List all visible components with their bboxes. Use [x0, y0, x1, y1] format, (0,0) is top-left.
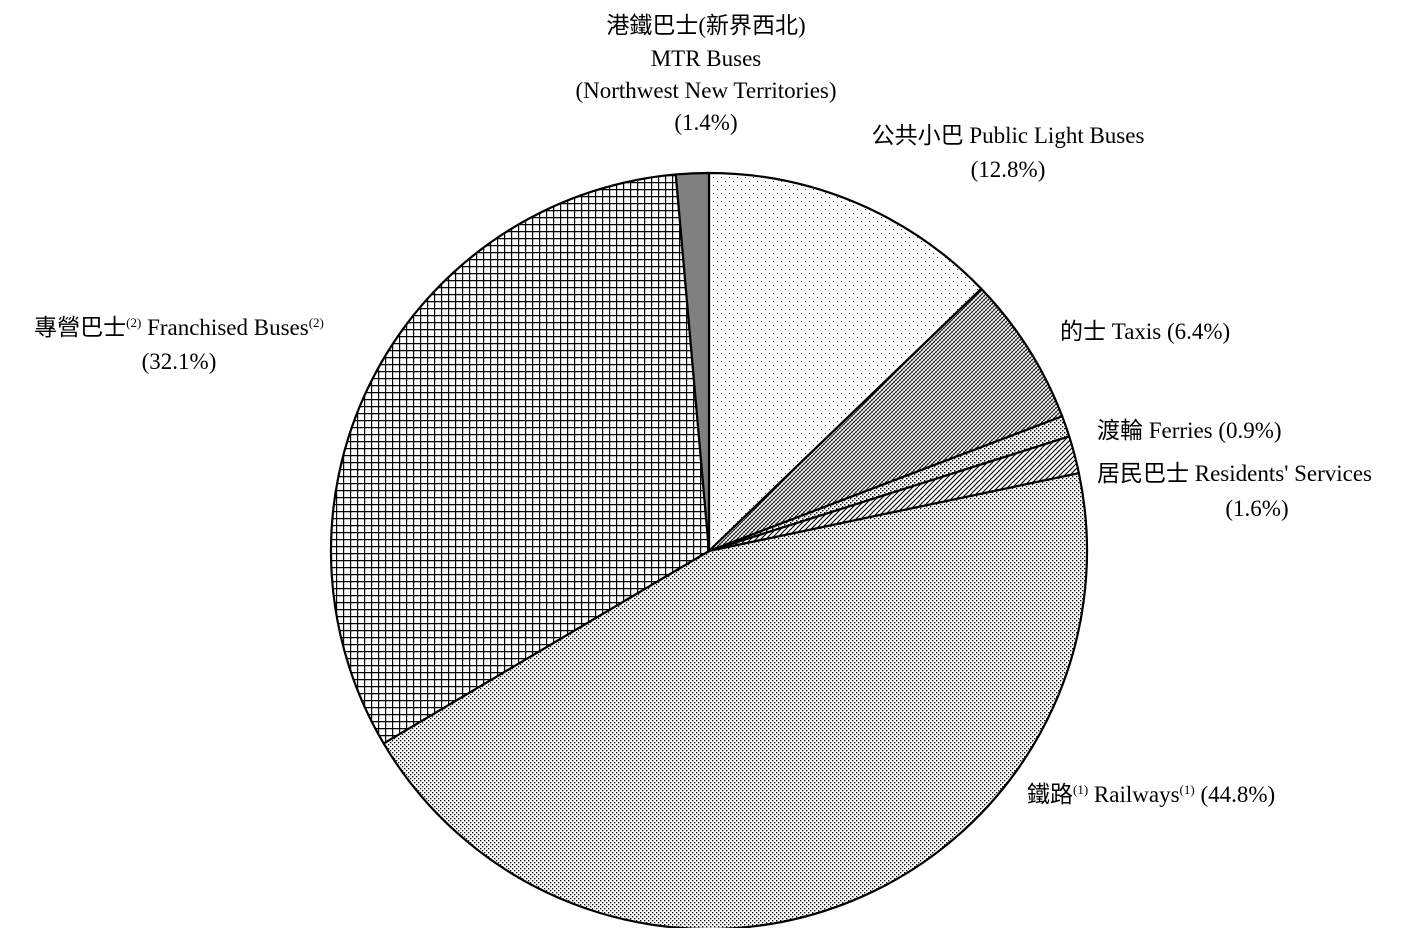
label-residents-services: 居民巴士 Residents' Services — [1097, 461, 1372, 486]
label-franchised-buses-note1: (2) — [126, 315, 141, 330]
pie-slice-6 — [674, 171, 711, 553]
pie-slice-1 — [707, 287, 1064, 553]
label-franchised-buses-en: Franchised Buses — [141, 315, 308, 340]
label-railways-pct: (44.8%) — [1195, 782, 1275, 807]
label-railways-en: Railways — [1088, 782, 1179, 807]
pie-slice-5 — [329, 173, 711, 745]
label-franchised-buses-pct: (32.1%) — [142, 349, 217, 374]
label-railways-zh: 鐵路 — [1027, 782, 1073, 807]
label-mtr-buses-en1: MTR Buses — [651, 46, 762, 71]
label-railways-note1: (1) — [1073, 782, 1088, 797]
label-public-light-buses: 公共小巴 Public Light Buses — [872, 123, 1145, 148]
label-franchised-buses-zh: 專營巴士 — [34, 315, 126, 340]
label-mtr-buses-pct: (1.4%) — [674, 110, 737, 135]
label-railways-note2: (1) — [1180, 782, 1195, 797]
label-railways: 鐵路(1) Railways(1) (44.8%) — [1027, 782, 1275, 807]
pie-slice-4 — [382, 472, 1089, 928]
pie-slice-0 — [707, 171, 983, 553]
pie-slices — [329, 171, 1089, 928]
label-mtr-buses-en2: (Northwest New Territories) — [575, 78, 836, 103]
label-ferries: 渡輪 Ferries (0.9%) — [1097, 418, 1282, 443]
label-taxis: 的士 Taxis (6.4%) — [1060, 319, 1230, 344]
label-mtr-buses-zh: 港鐵巴士(新界西北) — [606, 13, 805, 38]
label-franchised-buses-note2: (2) — [309, 315, 324, 330]
label-residents-services-pct: (1.6%) — [1225, 496, 1288, 521]
label-franchised-buses: 專營巴士(2) Franchised Buses(2) — [34, 315, 324, 340]
label-public-light-buses-pct: (12.8%) — [971, 157, 1046, 182]
